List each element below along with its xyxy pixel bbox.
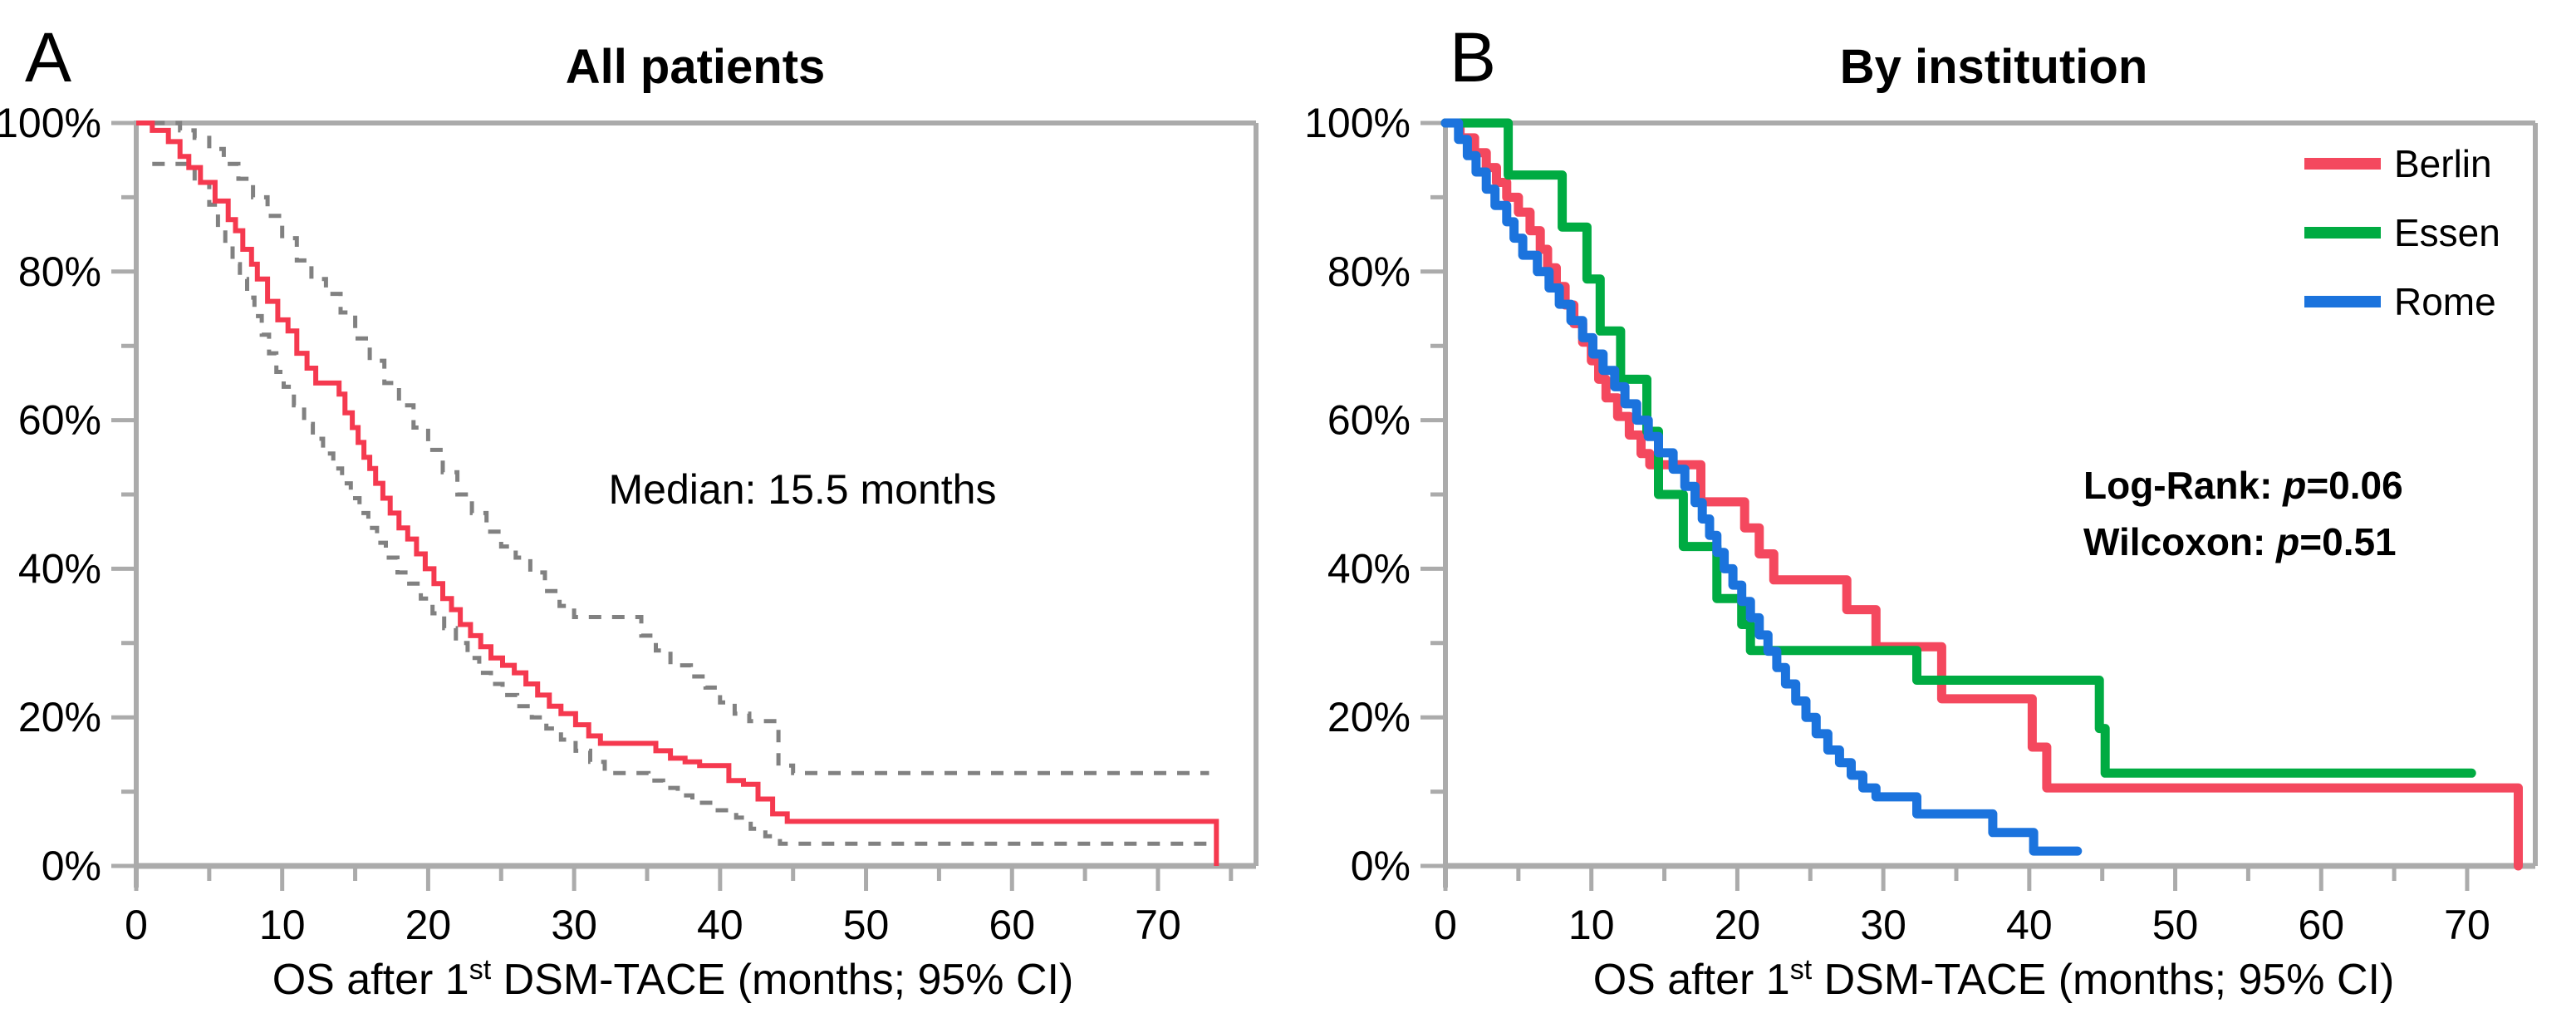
wilcoxon-p-symbol: p [2274, 520, 2299, 563]
x-tick-label: 30 [1860, 902, 1906, 948]
rome-curve [1440, 118, 2083, 856]
x-tick-label: 20 [405, 902, 452, 948]
x-tick-label: 0 [1434, 902, 1457, 948]
legend-label-essen: Essen [2394, 211, 2500, 254]
panel-b-title: By institution [1840, 40, 2148, 94]
x-tick-label: 40 [2006, 902, 2053, 948]
y-tick-label: 60% [1327, 397, 1411, 444]
95-ci-upper-curve [152, 120, 1209, 775]
panel-a-plot [111, 120, 1259, 891]
logrank-label: Log-Rank: [2083, 464, 2283, 507]
panel-a-xaxis-title-pre: OS after 1 [272, 956, 469, 1004]
x-tick-label: 0 [125, 902, 148, 948]
essen-curve [1440, 118, 2476, 778]
y-tick-label: 20% [1327, 694, 1411, 740]
logrank-p-value: =0.06 [2306, 464, 2402, 507]
legend-label-berlin: Berlin [2394, 142, 2492, 185]
x-tick-label: 10 [259, 902, 306, 948]
x-tick-label: 20 [1715, 902, 1761, 948]
x-tick-label: 40 [697, 902, 743, 948]
y-tick-label: 80% [1327, 248, 1411, 295]
panel-b-xaxis-title: OS after 1st DSM-TACE (months; 95% CI) [1593, 954, 2395, 1004]
x-tick-label: 70 [2444, 902, 2490, 948]
panel-b-wilcoxon-text: Wilcoxon: p=0.51 [2083, 520, 2397, 563]
berlin-curve [1440, 118, 2523, 871]
y-tick-label: 0% [42, 843, 101, 889]
panel-a-median-annotation: Median: 15.5 months [609, 466, 997, 513]
panel-a-title: All patients [566, 40, 826, 94]
panel-b-xaxis-title-sup: st [1790, 954, 1813, 986]
panel-b-letter: B [1450, 18, 1496, 96]
y-tick-label: 20% [18, 694, 101, 740]
y-tick-label: 60% [18, 397, 101, 444]
x-tick-label: 60 [989, 902, 1035, 948]
y-tick-label: 100% [0, 100, 101, 146]
panel-a-letter: A [25, 18, 71, 96]
x-tick-label: 60 [2298, 902, 2344, 948]
x-tick-label: 50 [2152, 902, 2199, 948]
legend: Berlin Essen Rome [2304, 142, 2500, 323]
x-tick-label: 30 [551, 902, 597, 948]
panel-b-logrank-text: Log-Rank: p=0.06 [2083, 464, 2403, 507]
x-tick-label: 50 [843, 902, 890, 948]
y-tick-label: 80% [18, 248, 101, 295]
panel-a-xaxis-title-sup: st [469, 954, 492, 986]
panel-b-xaxis-title-post: DSM-TACE (months; 95% CI) [1812, 956, 2394, 1004]
panel-a-xaxis-title: OS after 1st DSM-TACE (months; 95% CI) [272, 954, 1074, 1004]
wilcoxon-label: Wilcoxon: [2083, 520, 2276, 563]
y-tick-label: 40% [18, 545, 101, 592]
wilcoxon-p-value: =0.51 [2299, 520, 2396, 563]
y-tick-label: 40% [1327, 545, 1411, 592]
panel-a-tick-labels: 0% 20% 40% 60% 80% 100% 0 10 20 30 40 50 60 70 [0, 100, 1181, 948]
panel-a-xaxis-title-post: DSM-TACE (months; 95% CI) [491, 956, 1073, 1004]
panel-b-xaxis-title-pre: OS after 1 [1593, 956, 1790, 1004]
95-ci-lower-curve [152, 161, 1219, 848]
legend-label-rome: Rome [2394, 280, 2496, 323]
os-all-patients-curve [136, 120, 1219, 866]
logrank-p-symbol: p [2281, 464, 2306, 507]
panel-b-tick-labels: 0% 20% 40% 60% 80% 100% 0 10 20 30 40 50 60 70 [1304, 100, 2490, 948]
panel-b-plot [1420, 118, 2538, 891]
x-tick-label: 70 [1135, 902, 1181, 948]
y-tick-label: 100% [1304, 100, 1411, 146]
x-tick-label: 10 [1568, 902, 1615, 948]
y-tick-label: 0% [1351, 843, 1411, 889]
